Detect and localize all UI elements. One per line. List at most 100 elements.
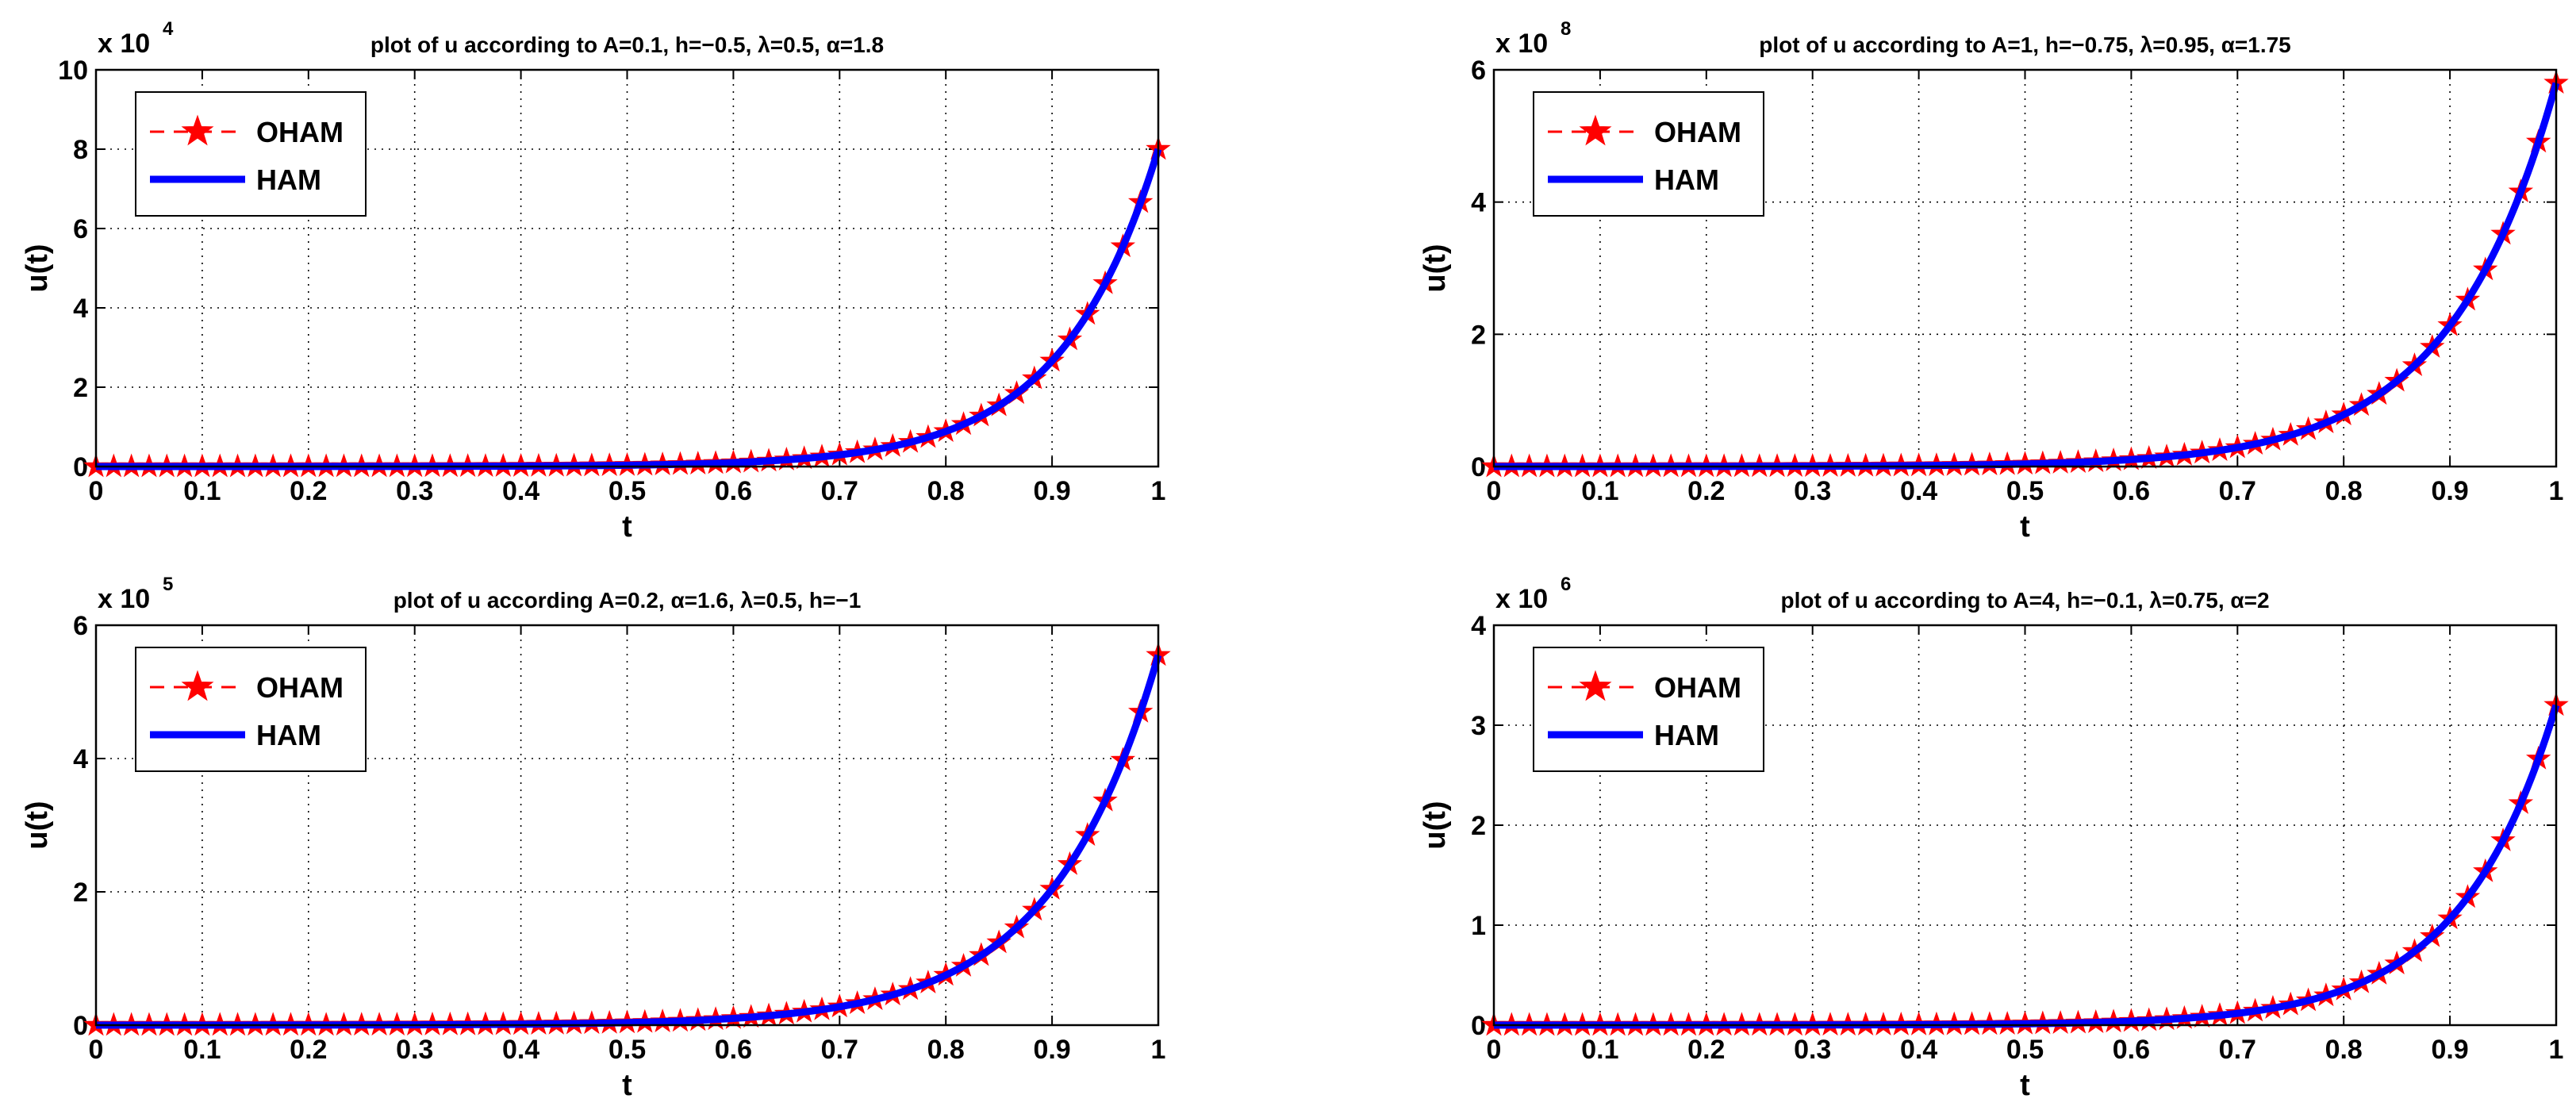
y-tick-label: 10 [58,56,88,86]
y-axis-label: u(t) [1419,801,1452,849]
x-tick-label: 0.4 [502,1035,539,1065]
chart-title: plot of u according to A=4, h=−0.1, λ=0.… [1780,588,2269,613]
x-tick-label: 0.2 [1687,1035,1725,1065]
chart-panel-1: 0 0.1 0.2 0.3 0.4 0.5 0.6 0.7 0.8 0.9 10246810plot… [21,18,1171,544]
x-tick-label: 0.2 [290,476,327,506]
y-multiplier-exponent: 8 [1561,18,1571,40]
x-tick-label: 0.3 [396,1035,433,1065]
chart-title: plot of u according to A=1, h=−0.75, λ=0… [1759,33,2291,57]
x-tick-label: 0.2 [290,1035,327,1065]
y-multiplier-exponent: 4 [163,18,174,40]
axes-frame [94,624,1160,1027]
y-axis-label: u(t) [21,801,54,849]
chart-title: plot of u according to A=0.1, h=−0.5, λ=… [370,33,884,57]
y-tick-label: 4 [73,294,88,324]
y-tick-label: 1 [1471,911,1486,941]
legend: OHAM HAM [1533,91,1764,217]
x-tick-label: 0.4 [1900,476,1937,506]
chart-panel-3: 0 0.1 0.2 0.3 0.4 0.5 0.6 0.7 0.8 0.9 1 0 2 4 6 plot of… [21,574,1171,1102]
x-tick-label: 0.4 [1900,1035,1937,1065]
x-axis-label: t [2020,1069,2030,1102]
x-tick-label: 0.1 [183,1035,221,1065]
y-multiplier: x 10 [98,584,150,614]
x-tick-label: 0.1 [183,476,221,506]
x-tick-label: 0.1 [1581,476,1618,506]
legend-star-icon [181,114,214,146]
y-tick-label: 6 [73,214,88,244]
y-tick-label: 2 [73,878,88,908]
x-tick-label: 0 [89,476,104,506]
x-tick-label: 0.9 [2431,1035,2468,1065]
x-axis-label: t [622,1069,632,1102]
y-multiplier: x 10 [1495,29,1548,59]
y-tick-label: 8 [73,135,88,165]
y-axis-label: u(t) [1419,244,1452,292]
x-tick-label: 0.7 [2219,1035,2256,1065]
y-tick-label: 2 [73,373,88,403]
legend-box [135,647,367,772]
legend: OHAM HAM [135,647,367,772]
y-tick-label: 4 [1471,188,1486,218]
axes-frame [94,68,1160,468]
legend-label-ham: HAM [256,163,321,196]
x-tick-label: 1 [2549,1035,2564,1065]
x-tick-label: 0.8 [2325,476,2363,506]
y-multiplier-exponent: 5 [163,574,173,595]
x-tick-label: 0.8 [927,1035,965,1065]
legend-label-ham: HAM [1654,163,1719,196]
x-tick-label: 1 [1151,476,1166,506]
x-tick-label: 0.9 [1033,476,1070,506]
x-tick-label: 0.3 [1794,476,1831,506]
chart-title: plot of u according A=0.2, α=1.6, λ=0.5,… [394,588,862,613]
y-tick-label: 2 [1471,320,1486,350]
x-tick-label: 0.8 [2325,1035,2363,1065]
x-tick-label: 0.9 [2431,476,2468,506]
x-axis-label: t [622,510,632,544]
y-multiplier: x 10 [98,29,150,59]
y-tick-label: 4 [1471,611,1486,641]
x-tick-label: 0.5 [608,476,646,506]
x-tick-label: 0.7 [821,1035,858,1065]
x-tick-label: 0 [1487,1035,1502,1065]
x-tick-label: 0 [1487,476,1502,506]
x-axis-label: t [2020,510,2030,544]
x-tick-label: 0 [89,1035,104,1065]
x-tick-label: 0.2 [1687,476,1725,506]
legend-star-icon [1579,670,1612,701]
y-multiplier: x 10 [1495,584,1548,614]
legend-box [1533,91,1764,217]
x-tick-label: 1 [2549,476,2564,506]
x-tick-label: 0.8 [927,476,965,506]
x-tick-label: 0.6 [715,1035,752,1065]
y-tick-label: 2 [1471,811,1486,841]
y-tick-label: 6 [1471,56,1486,86]
legend-star-icon [181,670,214,701]
y-tick-label: 0 [73,452,88,482]
y-tick-label: 3 [1471,711,1486,741]
y-tick-label: 6 [73,611,88,641]
legend-label-oham: OHAM [256,671,344,704]
x-tick-label: 0.7 [2219,476,2256,506]
legend: OHAM HAM [1533,647,1764,772]
chart-panel-2: 0 0.1 0.2 0.3 0.4 0.5 0.6 0.7 0.8 0.9 1 0 2 4 6 plot of… [1419,18,2569,544]
legend: OHAM HAM [135,91,367,217]
x-tick-label: 0.3 [1794,1035,1831,1065]
chart-panel-4: 0 0.1 0.2 0.3 0.4 0.5 0.6 0.7 0.8 0.9 1 0 1 2 3 4 plot o… [1419,574,2569,1102]
x-tick-label: 0.5 [2006,476,2044,506]
x-tick-label: 0.4 [502,476,539,506]
x-tick-label: 1 [1151,1035,1166,1065]
y-tick-label: 0 [1471,452,1486,482]
y-tick-label: 0 [1471,1011,1486,1041]
x-tick-label: 0.6 [2113,1035,2150,1065]
x-tick-label: 0.9 [1033,1035,1070,1065]
legend-label-ham: HAM [1654,719,1719,751]
x-tick-label: 0.1 [1581,1035,1618,1065]
legend-label-oham: OHAM [1654,671,1741,704]
legend-box [135,91,367,217]
y-tick-label: 4 [73,744,88,774]
legend-star-icon [1579,114,1612,146]
axes-frame [1492,68,2558,468]
axes-frame [1492,624,2558,1027]
y-tick-label: 0 [73,1011,88,1041]
